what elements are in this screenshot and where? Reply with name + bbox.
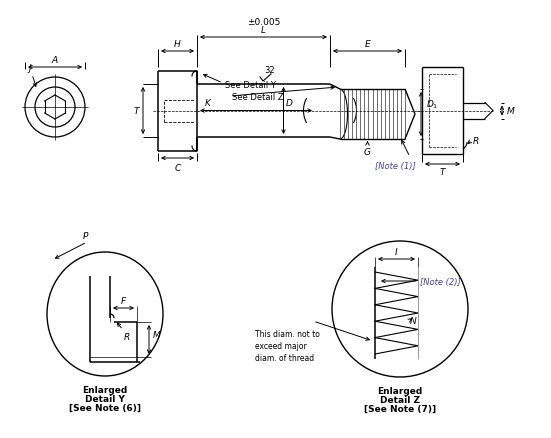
- Text: E: E: [365, 40, 370, 49]
- Text: A: A: [52, 56, 58, 65]
- Text: ±0.005: ±0.005: [247, 18, 280, 27]
- Text: 32: 32: [264, 66, 274, 75]
- Text: This diam. not to
exceed major
diam. of thread: This diam. not to exceed major diam. of …: [255, 329, 320, 362]
- Text: T: T: [440, 168, 445, 177]
- Text: R: R: [473, 136, 479, 145]
- Text: P: P: [82, 231, 88, 240]
- Text: Detail Y: Detail Y: [85, 394, 125, 403]
- Text: Enlarged: Enlarged: [83, 385, 128, 394]
- Text: K: K: [205, 99, 211, 108]
- Text: M: M: [507, 107, 515, 116]
- Text: See Detail Z: See Detail Z: [232, 92, 284, 101]
- Text: D: D: [285, 99, 293, 108]
- Text: Enlarged: Enlarged: [377, 386, 423, 395]
- Text: L: L: [261, 26, 266, 35]
- Text: I: I: [395, 247, 398, 256]
- Text: T: T: [133, 107, 139, 116]
- Text: [See Note (6)]: [See Note (6)]: [69, 403, 141, 412]
- Text: G: G: [364, 148, 371, 157]
- Text: N: N: [410, 317, 417, 326]
- Text: F: F: [121, 297, 126, 305]
- Text: J: J: [28, 64, 31, 73]
- Text: R: R: [124, 332, 130, 341]
- Text: See Detail Y: See Detail Y: [225, 80, 276, 89]
- Text: [Note (2)]: [Note (2)]: [420, 277, 461, 286]
- Text: Detail Z: Detail Z: [380, 395, 420, 404]
- Text: [See Note (7)]: [See Note (7)]: [364, 404, 436, 413]
- Text: C: C: [174, 164, 181, 173]
- Text: H: H: [174, 40, 181, 49]
- Text: M: M: [153, 330, 161, 339]
- Text: [Note (1)]: [Note (1)]: [375, 162, 416, 171]
- Text: $D_1$: $D_1$: [426, 98, 439, 111]
